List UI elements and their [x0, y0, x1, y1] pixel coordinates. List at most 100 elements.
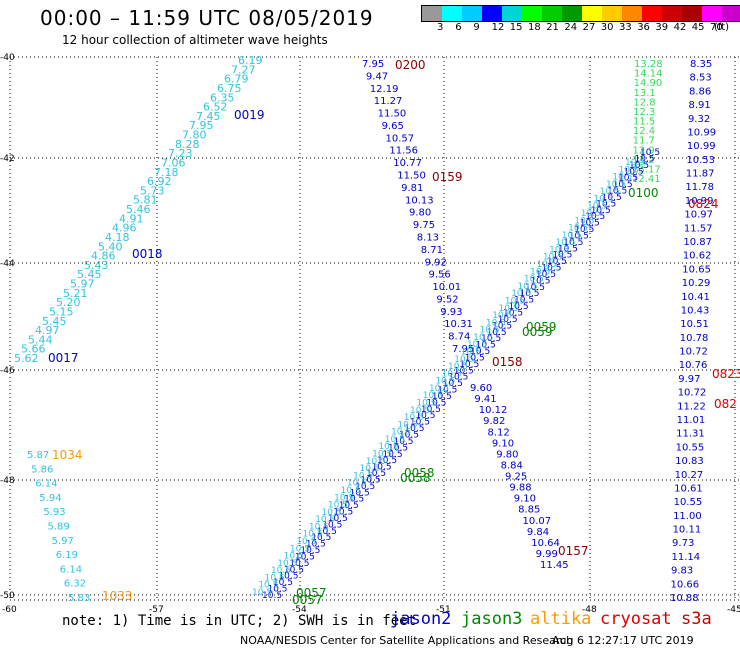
- track-value-dense: 10.5: [309, 522, 329, 532]
- track-value: 7.45: [196, 110, 221, 123]
- render-timestamp: Aug 6 12:27:17 UTC 2019: [552, 634, 694, 647]
- track-value-dense: 10.5: [334, 493, 354, 503]
- track-value-dense: 10.5: [476, 341, 496, 351]
- legend-swatch: [502, 6, 522, 21]
- track-value: 10.27: [675, 470, 704, 481]
- track-value: 7.18: [154, 166, 179, 179]
- track-value-dense: 10.5: [625, 158, 645, 168]
- track-value-dense: 10.5: [530, 267, 550, 277]
- track-value-dense: 10.5: [505, 296, 525, 306]
- track-value: 9.99: [536, 549, 558, 560]
- track-value-dense: 10.5: [591, 206, 611, 216]
- track-value-dense: 10.5: [596, 199, 616, 209]
- track-value-dense: 10.5: [448, 362, 468, 372]
- lat-label: -48: [0, 476, 15, 486]
- legend-tick-label: 9: [473, 22, 480, 33]
- legend-swatch: [722, 6, 740, 21]
- track-value: 11.00: [673, 511, 702, 522]
- track-value-dense: 10.5: [629, 161, 649, 171]
- legend-swatch: [542, 6, 562, 21]
- pass-time-label: 0157: [558, 544, 589, 558]
- track-value: 12.4: [633, 126, 655, 137]
- lon-label: -57: [149, 605, 164, 615]
- track-value-dense: 10.5: [423, 391, 443, 401]
- track-value: 10.31: [444, 319, 473, 330]
- pass-time-label: 1033: [102, 589, 133, 603]
- legend-swatch: [682, 6, 702, 21]
- track-value: 9.88: [509, 483, 531, 494]
- track-value-dense: 10.5: [284, 552, 304, 562]
- pass-time-label: 1034: [52, 448, 83, 462]
- track-value: 10.01: [432, 282, 461, 293]
- track-value: 10.55: [676, 442, 705, 453]
- track-value-dense: 10.5: [315, 515, 335, 525]
- track-value: 10.43: [681, 305, 710, 316]
- legend-tick-label: 30: [600, 22, 614, 33]
- track-value-dense: 10.5: [569, 231, 589, 241]
- legend-altika: altika: [530, 609, 592, 629]
- track-value-dense: 10.5: [549, 245, 569, 255]
- track-value: 10.99: [685, 196, 714, 207]
- track-value-dense: 10.5: [568, 224, 588, 234]
- legend-tick-label: 3: [437, 22, 444, 33]
- track-value: 8.13: [417, 232, 439, 243]
- track-value: 5.43: [84, 259, 109, 272]
- track-value: 10.72: [678, 388, 707, 399]
- pass-time-label: 0823: [712, 367, 740, 381]
- track-value-dense: 10.5: [600, 187, 620, 197]
- legend-tick-label: 18: [528, 22, 541, 33]
- track-value-dense: 10.5: [612, 173, 632, 183]
- track-value: 5.21: [63, 287, 88, 300]
- legend-tick-label: 70: [710, 22, 723, 33]
- track-value: 11.22: [677, 401, 706, 412]
- track-value: 7.95: [452, 344, 474, 355]
- pass-time-label: 0057: [292, 593, 323, 607]
- track-value: 5.15: [49, 305, 74, 318]
- track-value-dense: 10.5: [499, 304, 519, 314]
- track-value-dense: 10.5: [355, 482, 375, 492]
- track-value-dense: 10.5: [518, 282, 538, 292]
- legend-tick-label: 45: [691, 22, 705, 33]
- lat-label: -42: [0, 154, 15, 164]
- track-value-dense: 10.5: [372, 450, 392, 460]
- color-scale-legend: [421, 5, 740, 22]
- track-value-dense: 10.5: [555, 238, 575, 248]
- legend-s3a: s3a: [681, 609, 712, 629]
- pass-time-label: 0018: [132, 247, 163, 261]
- track-value-dense: 10.5: [426, 398, 446, 408]
- track-value-dense: 10.5: [470, 347, 490, 357]
- track-value: 5.87: [27, 450, 49, 461]
- legend-swatch: [562, 6, 582, 21]
- track-value: 9.47: [366, 71, 388, 82]
- track-value: 9.32: [688, 114, 710, 125]
- track-value: 5.97: [70, 278, 95, 291]
- legend-swatch: [642, 6, 662, 21]
- track-value: 10.29: [682, 278, 711, 289]
- track-value: 9.60: [470, 383, 492, 394]
- track-value: 8.53: [689, 73, 711, 84]
- track-value: 5.44: [28, 333, 53, 346]
- track-value: 9.80: [496, 449, 518, 460]
- track-value: 8.35: [690, 59, 712, 70]
- track-value-dense: 10.5: [271, 566, 291, 576]
- track-value-dense: 10.5: [404, 424, 424, 434]
- track-value-dense: 10.5: [273, 578, 293, 588]
- track-value-dense: 10.5: [339, 501, 359, 511]
- legend-tick-label: 15: [509, 22, 523, 33]
- pass-time-label: 0017: [48, 351, 79, 365]
- track-value-dense: 10.5: [454, 366, 474, 376]
- track-value-dense: 10.5: [467, 340, 487, 350]
- track-value: 6.32: [64, 579, 86, 590]
- track-value-dense: 10.5: [613, 180, 633, 190]
- track-value: 9.10: [514, 494, 536, 505]
- track-value: 9.81: [401, 183, 423, 194]
- track-value-dense: 10.5: [350, 488, 370, 498]
- track-value: 11.78: [685, 182, 714, 193]
- legend-tick-label: 33: [619, 22, 632, 33]
- legend-tick-label: 36: [637, 22, 650, 33]
- track-value: 10.76: [679, 360, 708, 371]
- track-value-dense: 10.5: [378, 442, 398, 452]
- track-value-dense: 10.5: [258, 581, 278, 591]
- track-value-dense: 10.5: [322, 520, 342, 530]
- track-value: 5.89: [48, 522, 70, 533]
